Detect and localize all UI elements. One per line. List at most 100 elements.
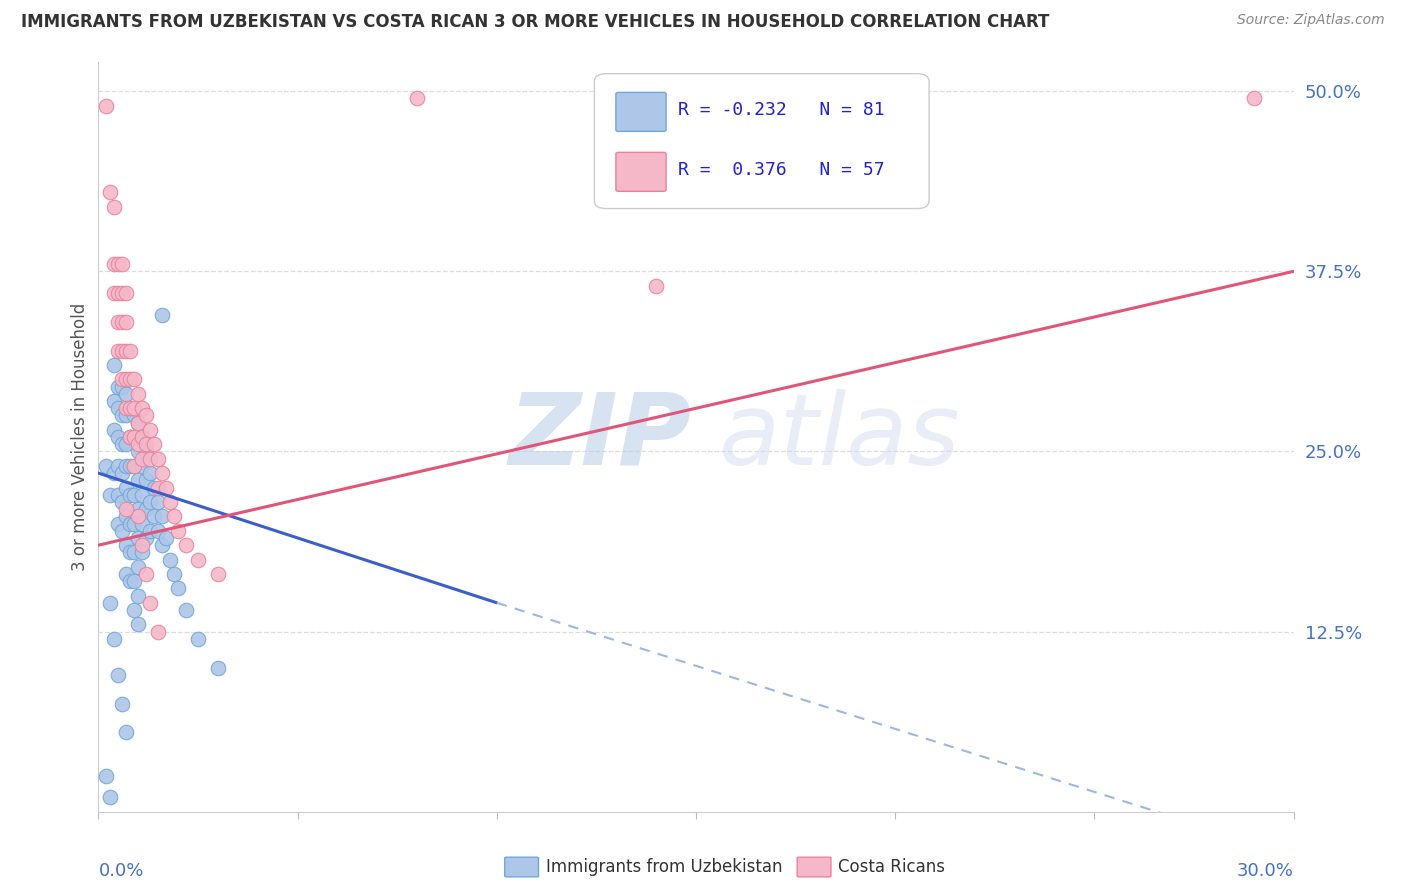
Point <box>148 451 170 466</box>
Point <box>115 372 138 386</box>
Point <box>115 315 138 329</box>
Point <box>111 495 134 509</box>
Point <box>111 437 134 451</box>
Point <box>115 509 138 524</box>
Point <box>131 516 153 531</box>
Point <box>111 315 134 329</box>
Point <box>115 725 138 739</box>
Point <box>131 488 153 502</box>
Point <box>111 285 134 300</box>
Point <box>124 430 146 444</box>
Point <box>150 509 173 524</box>
Point <box>143 481 166 495</box>
Point <box>96 98 118 112</box>
Point <box>127 416 149 430</box>
Point <box>127 589 149 603</box>
Text: Immigrants from Uzbekistan: Immigrants from Uzbekistan <box>546 858 782 876</box>
Point <box>139 466 162 480</box>
Point <box>139 495 162 509</box>
Point <box>115 538 138 552</box>
Point <box>120 430 142 444</box>
Point <box>124 409 146 423</box>
Point <box>143 509 166 524</box>
Point <box>120 401 142 416</box>
Point <box>96 458 118 473</box>
Point <box>120 430 142 444</box>
Point <box>107 257 129 271</box>
Point <box>139 423 162 437</box>
Point <box>127 444 149 458</box>
Point <box>103 394 125 409</box>
Point <box>120 488 142 502</box>
Point <box>207 660 229 674</box>
Point <box>127 559 149 574</box>
Point <box>103 257 125 271</box>
Point <box>124 516 146 531</box>
Point <box>120 574 142 589</box>
Point <box>115 458 138 473</box>
Point <box>115 387 138 401</box>
Point <box>115 401 138 416</box>
Point <box>163 509 186 524</box>
Point <box>150 466 173 480</box>
Point <box>103 423 125 437</box>
Point <box>98 790 122 805</box>
Point <box>159 552 181 566</box>
Text: Costa Ricans: Costa Ricans <box>838 858 945 876</box>
Point <box>107 379 129 393</box>
Text: 0.0%: 0.0% <box>98 863 143 880</box>
Point <box>107 343 129 358</box>
Point <box>127 387 149 401</box>
Point <box>107 401 129 416</box>
Point <box>120 458 142 473</box>
Point <box>131 538 153 552</box>
Point <box>111 343 134 358</box>
Point <box>131 458 153 473</box>
Point <box>107 430 129 444</box>
Point <box>115 481 138 495</box>
Point <box>115 285 138 300</box>
Point <box>131 430 153 444</box>
Point <box>103 200 125 214</box>
Point <box>148 524 170 538</box>
Point <box>131 451 153 466</box>
Point <box>120 401 142 416</box>
Point <box>135 444 157 458</box>
Point <box>187 632 209 646</box>
Point <box>107 488 129 502</box>
Point <box>124 603 146 617</box>
Point <box>124 401 146 416</box>
Point <box>115 409 138 423</box>
Point <box>406 91 429 105</box>
Point <box>111 409 134 423</box>
Point <box>103 632 125 646</box>
Point <box>127 416 149 430</box>
Point <box>111 466 134 480</box>
Point <box>167 524 190 538</box>
Point <box>115 343 138 358</box>
Text: 30.0%: 30.0% <box>1237 863 1294 880</box>
Point <box>107 516 129 531</box>
Point <box>98 488 122 502</box>
Point <box>139 524 162 538</box>
Point <box>120 372 142 386</box>
Point <box>103 285 125 300</box>
Point <box>111 697 134 711</box>
Y-axis label: 3 or more Vehicles in Household: 3 or more Vehicles in Household <box>70 303 89 571</box>
Point <box>163 566 186 581</box>
Point <box>120 343 142 358</box>
Point <box>139 596 162 610</box>
Point <box>148 624 170 639</box>
Point <box>131 545 153 559</box>
Point <box>127 437 149 451</box>
Point <box>1243 91 1265 105</box>
Point <box>127 473 149 487</box>
Point <box>124 458 146 473</box>
Point <box>139 451 162 466</box>
Point <box>135 566 157 581</box>
Point <box>135 502 157 516</box>
Point <box>127 617 149 632</box>
Text: Source: ZipAtlas.com: Source: ZipAtlas.com <box>1237 13 1385 28</box>
Point <box>124 458 146 473</box>
Point <box>107 668 129 682</box>
